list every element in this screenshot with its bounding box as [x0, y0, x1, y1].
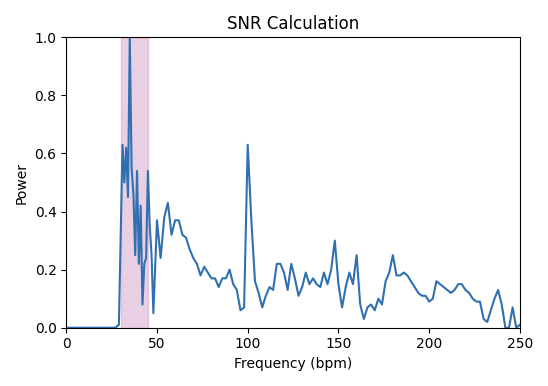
- Title: SNR Calculation: SNR Calculation: [227, 15, 359, 33]
- Y-axis label: Power: Power: [15, 161, 29, 203]
- Bar: [121, 37, 148, 328]
- X-axis label: Frequency (bpm): Frequency (bpm): [234, 357, 352, 371]
